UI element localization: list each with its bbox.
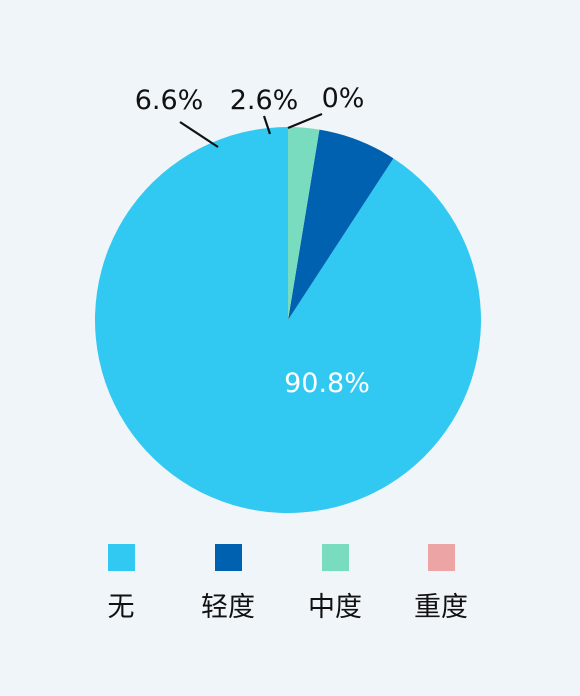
legend-label: 轻度 bbox=[201, 592, 255, 623]
legend-swatch bbox=[427, 544, 455, 571]
leader-line bbox=[262, 115, 272, 135]
slice-value-label: 2.6% bbox=[230, 85, 299, 116]
legend-label: 无 bbox=[107, 592, 135, 623]
slice-value-label: 0% bbox=[322, 83, 365, 114]
pie-slice bbox=[288, 127, 320, 320]
legend-item: 轻度 bbox=[178, 544, 278, 624]
legend-label: 中度 bbox=[308, 592, 362, 623]
slice-value-label: 90.8% bbox=[284, 368, 370, 399]
leader-line bbox=[179, 121, 219, 148]
leader-line bbox=[287, 112, 323, 130]
legend-item: 无 bbox=[71, 544, 171, 624]
legend-label: 重度 bbox=[414, 592, 468, 623]
slice-value-label: 6.6% bbox=[135, 85, 204, 116]
legend-item: 重度 bbox=[391, 544, 491, 624]
pie-slice bbox=[288, 129, 394, 320]
legend: 无 轻度 中度 重度 bbox=[0, 544, 580, 624]
pie-slice bbox=[94, 127, 481, 513]
pie-plot: 90.8% 6.6% 2.6% 0% bbox=[94, 83, 481, 513]
legend-swatch bbox=[107, 544, 135, 571]
legend-swatch bbox=[214, 544, 242, 571]
legend-swatch bbox=[321, 544, 349, 571]
legend-item: 中度 bbox=[285, 544, 385, 624]
